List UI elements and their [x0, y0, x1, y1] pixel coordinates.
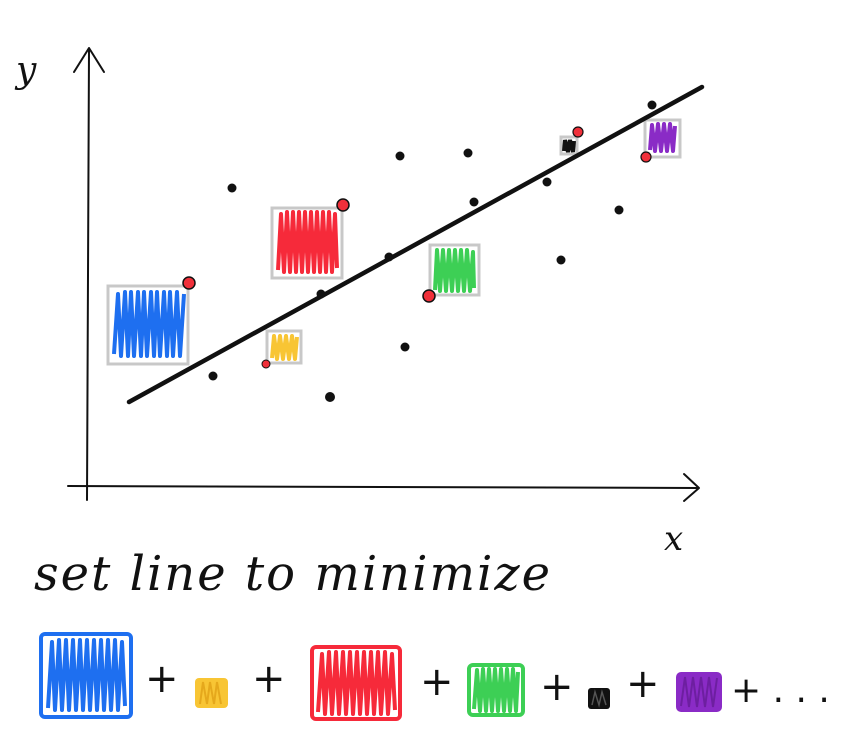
data-point — [400, 342, 410, 352]
y-axis-arrowhead — [73, 47, 105, 73]
plus-sign: + — [252, 656, 286, 702]
plus-sign: + — [626, 661, 660, 707]
data-point — [208, 371, 218, 381]
data-point — [647, 100, 657, 110]
data-point — [384, 252, 394, 262]
term-black-square — [588, 688, 610, 709]
y-axis: y — [14, 47, 105, 501]
x-axis: x — [67, 473, 700, 559]
plus-sign: + — [540, 664, 574, 710]
ellipsis-plus: + . . . — [731, 670, 830, 711]
residual-square-black — [559, 135, 579, 156]
residual-squares — [106, 118, 682, 366]
x-axis-arrowhead — [683, 473, 700, 502]
plus-sign: + — [420, 659, 454, 705]
x-axis-label: x — [664, 519, 683, 559]
fitted-line — [126, 84, 705, 405]
data-point — [325, 392, 335, 402]
sum-of-squares-equation: + + + + + + . . . — [39, 632, 830, 721]
residual-endpoint — [572, 126, 584, 138]
data-point — [614, 205, 624, 215]
residual-endpoints — [182, 126, 652, 369]
residual-endpoint — [336, 198, 350, 212]
term-red-square — [310, 645, 402, 721]
data-point — [316, 289, 326, 299]
data-point — [542, 177, 552, 187]
data-points — [208, 100, 657, 402]
data-point — [395, 151, 405, 161]
residual-square-yellow — [265, 329, 303, 365]
data-point — [463, 148, 473, 158]
residual-square-blue — [106, 284, 190, 366]
y-axis-label: y — [14, 50, 37, 91]
term-blue-square — [39, 632, 133, 719]
x-axis-line — [67, 485, 698, 489]
caption-text: set line to minimize — [34, 546, 552, 602]
residual-endpoint — [261, 359, 271, 369]
residual-square-purple — [643, 118, 682, 159]
residual-square-red — [270, 206, 344, 280]
data-point — [469, 197, 479, 207]
term-yellow-square — [195, 678, 228, 708]
residual-square-green — [428, 243, 481, 297]
y-axis-line — [86, 49, 90, 501]
term-purple-square — [676, 672, 722, 712]
residual-endpoint — [422, 289, 436, 303]
data-point — [227, 183, 237, 193]
term-green-square — [467, 663, 525, 717]
data-point — [556, 255, 566, 265]
plus-sign: + — [145, 656, 179, 702]
residual-endpoint — [640, 151, 652, 163]
residual-endpoint — [182, 276, 196, 290]
